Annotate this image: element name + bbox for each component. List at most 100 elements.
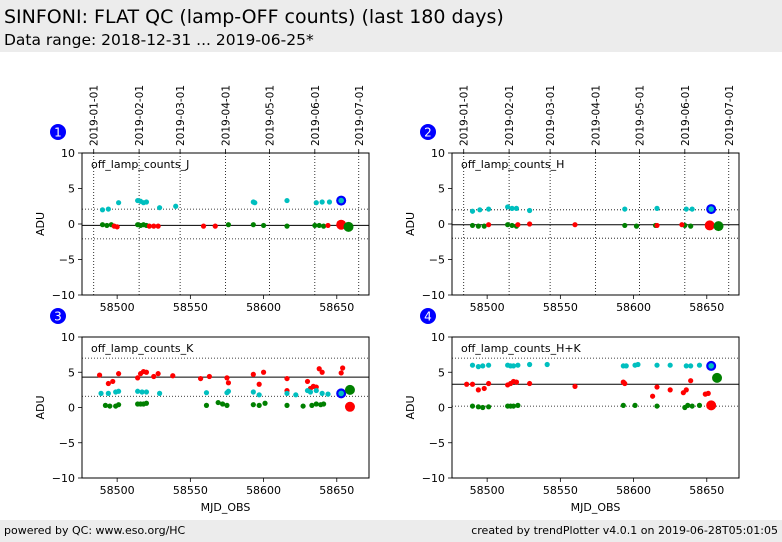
y-tick-label: −10: [52, 472, 75, 485]
data-point: [250, 371, 256, 377]
x-tick-label: 58500: [100, 301, 135, 314]
data-point: [316, 222, 322, 229]
page-title: SINFONI: FLAT QC (lamp-OFF counts) (last…: [4, 6, 504, 28]
data-point: [304, 378, 311, 385]
x-tick-label: 58500: [470, 301, 505, 314]
date-tick-label: 2019-03-01: [175, 85, 187, 146]
data-point: [116, 402, 122, 408]
data-point: [481, 223, 487, 229]
date-tick-label: 2019-05-01: [634, 85, 646, 146]
panel-number-badge: [50, 124, 66, 140]
data-point: [110, 378, 116, 385]
plot-panel-4: −10 −5 0 5 10 58500 58550 58600 58650 ADU MJD_OBS o…: [404, 308, 740, 514]
data-point: [146, 223, 152, 229]
y-axis-label: ADU: [34, 212, 47, 236]
data-point: [256, 392, 262, 398]
data-point: [679, 222, 685, 228]
data-point: [527, 380, 533, 387]
data-point: [325, 222, 331, 229]
data-point: [654, 362, 660, 368]
date-tick-label: 2019-01-01: [89, 85, 101, 146]
data-point: [632, 402, 638, 408]
data-point: [256, 381, 262, 387]
data-point: [203, 390, 210, 396]
data-point: [225, 380, 232, 386]
data-point: [116, 388, 122, 394]
data-point: [527, 207, 533, 214]
trend-plots: 2019-01-01 2019-02-01 2019-03-01 2019-04-01…: [34, 85, 740, 514]
data-point: [340, 365, 346, 371]
panel-number: 4: [424, 310, 432, 324]
data-point: [313, 200, 319, 206]
data-point: [683, 363, 689, 369]
date-tick-label: 2019-04-01: [221, 85, 233, 146]
data-point: [284, 375, 290, 382]
data-point: [510, 363, 517, 369]
footer-bar: powered by QC: www.eso.org/HC created by…: [0, 520, 782, 542]
date-tick-label: 2019-02-01: [504, 85, 516, 146]
y-tick-label: 0: [68, 218, 75, 231]
panel-label: off_lamp_counts_J: [91, 158, 189, 171]
y-axis-label: ADU: [404, 212, 417, 236]
data-point: [689, 403, 695, 409]
y-tick-label: 10: [61, 147, 75, 160]
data-point: [219, 401, 226, 407]
panel-number: 2: [424, 126, 432, 140]
latest-point: [344, 384, 355, 395]
y-tick-label: −10: [422, 472, 445, 485]
footer-created-by: created by trendPlotter v4.0.1 on 2019-0…: [471, 524, 778, 537]
date-tick-label: 2019-06-01: [680, 85, 692, 146]
y-tick-label: −5: [59, 437, 75, 450]
data-point: [469, 362, 476, 368]
y-axis-label: ADU: [404, 395, 417, 419]
data-point: [284, 223, 290, 229]
panel-number-badge: [50, 308, 66, 324]
data-point: [203, 402, 210, 408]
data-point: [481, 385, 487, 392]
data-point: [319, 199, 325, 205]
data-point: [486, 222, 492, 228]
date-tick-label: 2019-02-01: [134, 85, 146, 146]
x-tick-label: 58600: [246, 484, 281, 497]
data-point: [622, 222, 628, 229]
latest-point: [338, 390, 344, 397]
data-point: [685, 402, 691, 408]
data-point: [143, 199, 150, 205]
y-tick-label: 0: [438, 402, 445, 415]
data-point: [469, 208, 476, 214]
data-point: [307, 389, 314, 395]
data-point: [260, 222, 267, 229]
panel-label: off_lamp_counts_H: [461, 158, 564, 171]
data-point: [509, 222, 515, 229]
data-point: [654, 384, 660, 390]
date-tick-label: 2019-07-01: [724, 85, 736, 146]
data-point: [312, 222, 318, 229]
data-point: [477, 207, 483, 213]
latest-point: [708, 363, 714, 369]
data-point: [250, 402, 256, 408]
data-point: [250, 222, 256, 228]
latest-point: [706, 400, 717, 411]
data-point: [622, 206, 628, 212]
latest-point: [704, 220, 715, 231]
data-point: [284, 402, 290, 408]
data-point: [572, 383, 578, 389]
data-point: [135, 375, 141, 381]
x-axis-label: MJD_OBS: [201, 501, 251, 514]
data-point: [654, 205, 660, 211]
data-point: [515, 222, 521, 228]
x-tick-label: 58550: [543, 301, 578, 314]
data-point: [256, 402, 262, 408]
y-tick-label: 0: [68, 402, 75, 415]
data-point: [143, 369, 150, 375]
x-axis-label: MJD_OBS: [571, 501, 621, 514]
x-tick-label: 58650: [319, 484, 354, 497]
data-point: [225, 388, 232, 394]
data-point: [198, 375, 204, 382]
panel-number-badge: [420, 124, 436, 140]
plot-panel-3: −10 −5 0 5 10 58500 58550 58600 58650 ADU MJD_OBS o…: [34, 308, 370, 514]
x-tick-label: 58650: [319, 301, 354, 314]
data-point: [505, 222, 511, 228]
data-point: [96, 372, 103, 378]
data-point: [696, 362, 703, 368]
